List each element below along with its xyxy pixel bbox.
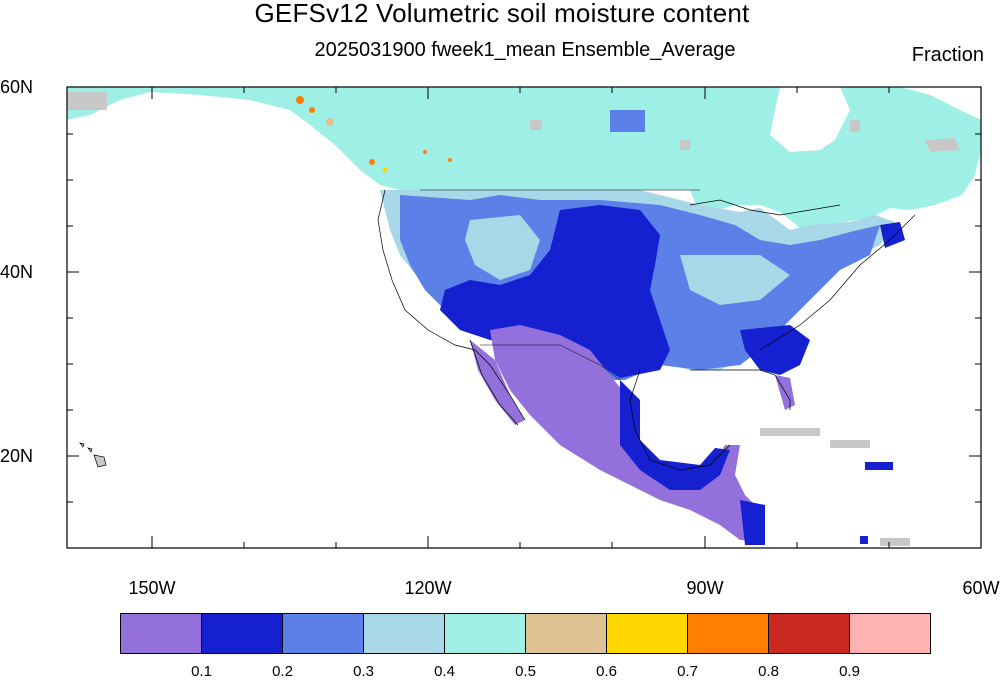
mexico-dry-coast (620, 380, 730, 490)
cuba-missing (760, 428, 820, 436)
colorbar (120, 613, 931, 654)
colorbar-box-8 (768, 613, 850, 654)
labrador-sea (900, 87, 981, 120)
colorbar-label: 0.4 (434, 663, 455, 680)
missing-patch-3 (680, 140, 690, 150)
hawaii (79, 442, 107, 468)
colorbar-box-7 (687, 613, 769, 654)
baja-very-dry (470, 340, 525, 425)
lon-label-120w: 120W (404, 578, 452, 598)
missing-patch (925, 138, 960, 152)
lon-label-150w: 150W (128, 578, 176, 598)
caribbean-dry (865, 462, 893, 470)
colorbar-box-2 (282, 613, 364, 654)
central-america-dry (740, 500, 765, 545)
alaska-missing (67, 92, 107, 110)
colorbar-box-1 (201, 613, 283, 654)
ticks (67, 87, 982, 548)
map-field (67, 87, 981, 548)
moist-interior-1 (465, 215, 540, 280)
moderate-patch (610, 110, 645, 132)
colorbar-box-0 (120, 613, 202, 654)
moist-interior-2 (680, 255, 790, 305)
colorbar-label: 0.2 (272, 663, 293, 680)
canada-wet-region (67, 87, 981, 228)
colorbar-box-6 (606, 613, 688, 654)
hispaniola-missing (830, 440, 870, 448)
sa-missing (880, 538, 910, 546)
colorbar-label: 0.5 (515, 663, 536, 680)
dry-southeast (740, 325, 810, 375)
lat-label-20n: 20N (0, 446, 34, 466)
lat-label-60n: 60N (0, 77, 34, 97)
lon-label-90w: 90W (686, 578, 724, 598)
colorbar-label: 0.9 (839, 663, 860, 680)
colorbar-label: 0.3 (353, 663, 374, 680)
map-subtitle: 2025031900 fweek1_mean Ensemble_Average (314, 39, 736, 61)
units-label: Fraction (911, 44, 984, 66)
colorbar-box-4 (444, 613, 526, 654)
colorbar-box-9 (849, 613, 931, 654)
coastlines (377, 189, 916, 471)
colorbar-box-5 (525, 613, 607, 654)
colorbar-label: 0.8 (758, 663, 779, 680)
wet-spots (296, 96, 452, 173)
map-title: GEFSv12 Volumetric soil moisture content (254, 0, 750, 28)
colorbar-label: 0.6 (596, 663, 617, 680)
missing-patch-4 (850, 120, 860, 132)
colorbar-label: 0.1 (191, 663, 212, 680)
dry-patch-3 (880, 222, 905, 248)
colorbar-label: 0.7 (677, 663, 698, 680)
lat-label-40n: 40N (0, 262, 34, 282)
hudson-bay (770, 87, 850, 152)
sa-dry (860, 536, 868, 544)
missing-patch-2 (530, 120, 542, 130)
lon-label-60w: 60W (962, 578, 1000, 598)
colorbar-box-3 (363, 613, 445, 654)
